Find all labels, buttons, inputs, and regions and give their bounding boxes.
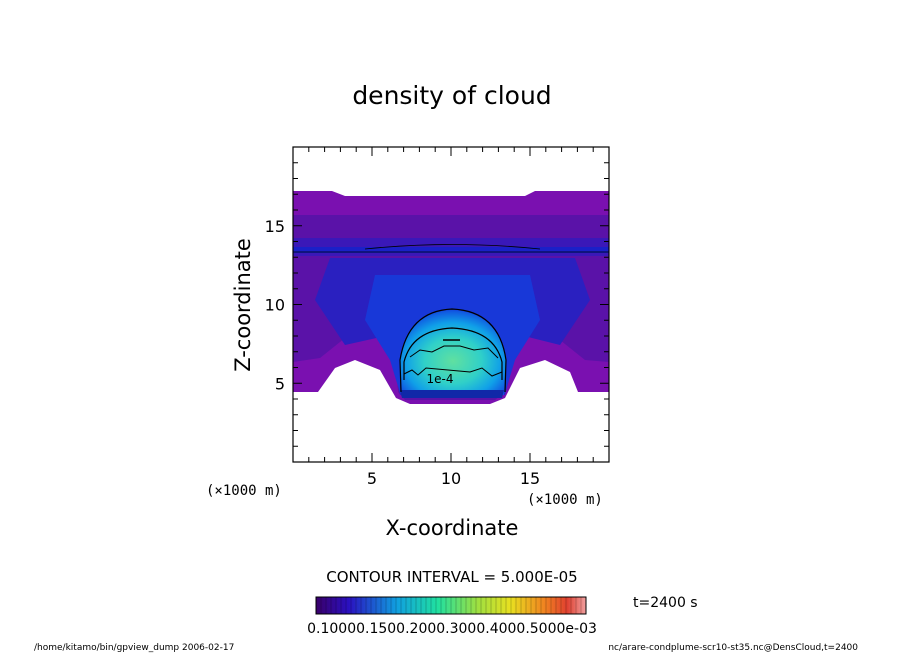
time-label: t=2400 s bbox=[633, 595, 698, 611]
core-dark-fringe bbox=[400, 390, 504, 398]
contour-small bbox=[409, 345, 499, 359]
footer-right: nc/arare-condplume-scr10-st35.nc@DensClo… bbox=[608, 643, 858, 653]
x-tick-label: 5 bbox=[367, 469, 377, 488]
x-unit-right: (×1000 m) bbox=[527, 492, 603, 508]
contour-outer bbox=[399, 308, 507, 393]
y-tick-label: 15 bbox=[265, 217, 285, 236]
axis-ticks bbox=[293, 147, 609, 462]
footer-left: /home/kitamo/bin/gpview_dump 2006-02-17 bbox=[34, 643, 234, 653]
colorbar-labels: 0.10000.1500.2000.3000.4000.5000e-03 bbox=[307, 621, 597, 637]
chart-title: density of cloud bbox=[352, 81, 551, 110]
x-axis-label: X-coordinate bbox=[386, 516, 519, 540]
colorbar-stripes bbox=[320, 597, 582, 614]
contour-inner bbox=[403, 327, 503, 380]
y-tick-label: 10 bbox=[265, 296, 285, 315]
contour-label: 1e-4 bbox=[427, 372, 454, 386]
contour-interval: CONTOUR INTERVAL = 5.000E-05 bbox=[326, 568, 577, 586]
y-axis-label: Z-coordinate bbox=[231, 238, 255, 372]
x-tick-label: 10 bbox=[441, 469, 461, 488]
contour-1e-4 bbox=[403, 367, 503, 377]
plot-area: 1e-4 bbox=[293, 191, 609, 404]
y-tick-label: 5 bbox=[275, 374, 285, 393]
axis-tick-labels: 5 10 15 5 10 15 bbox=[265, 217, 541, 488]
x-unit-left: (×1000 m) bbox=[206, 483, 282, 499]
cloud-core bbox=[400, 310, 506, 395]
colorbar bbox=[315, 596, 587, 615]
x-tick-label: 15 bbox=[520, 469, 540, 488]
upper-band-dark bbox=[293, 247, 609, 253]
band-contour bbox=[364, 244, 541, 250]
